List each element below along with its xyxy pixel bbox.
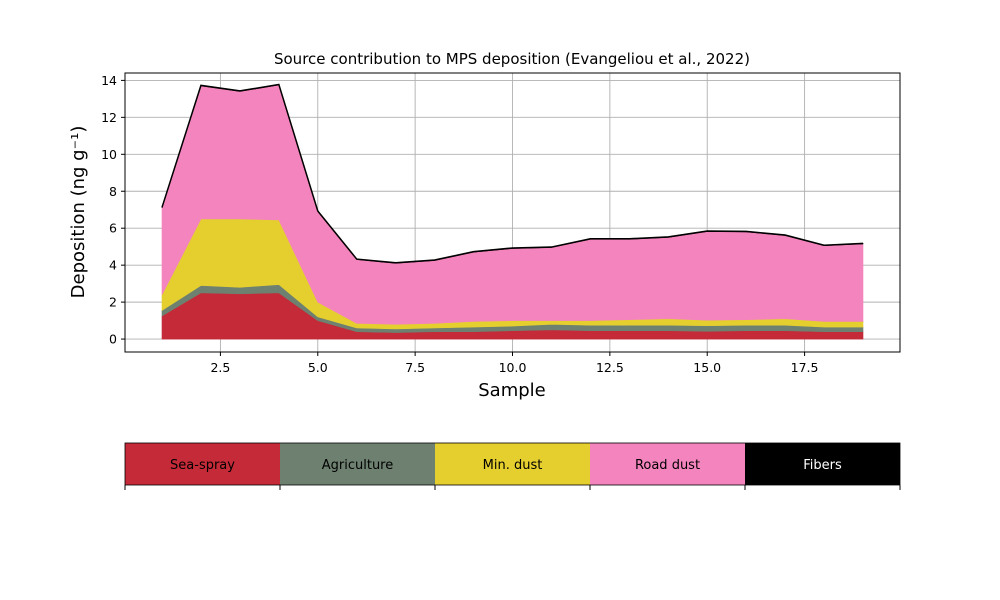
legend: Sea-spray Agriculture Min. dust Road dust Fi… [124,442,901,490]
y-tick-label: 6 [109,221,117,236]
x-tick-label: 15.0 [693,360,721,375]
y-tick-label: 8 [109,184,117,199]
y-tick-label: 14 [101,73,117,88]
x-tick-label: 17.5 [791,360,819,375]
legend-swatch-fibers [745,443,900,485]
y-tick-label: 4 [109,258,117,273]
x-tick-label: 5.0 [308,360,328,375]
y-tick-label: 12 [101,110,117,125]
chart-title: Source contribution to MPS deposition (E… [274,50,750,68]
legend-label-sea-spray: Sea-spray [170,458,235,473]
legend-label-road-dust: Road dust [635,458,700,473]
x-axis-label: Sample [478,380,546,401]
legend-label-fibers: Fibers [803,458,842,473]
x-tick-label: 2.5 [210,360,230,375]
y-tick-label: 10 [101,147,117,162]
legend-label-agriculture: Agriculture [322,458,394,473]
x-tick-label: 7.5 [405,360,425,375]
legend-swatch-sea-spray [125,443,280,485]
y-tick-label: 2 [109,295,117,310]
y-tick-label: 0 [109,332,117,347]
legend-swatch-road-dust [590,443,745,485]
x-tick-label: 10.0 [499,360,527,375]
legend-swatch-agriculture [280,443,435,485]
legend-label-min-dust: Min. dust [483,458,543,473]
stacked-areas [161,83,864,340]
legend-frame [124,442,901,486]
legend-swatch-min-dust [435,443,590,485]
y-axis-label: Deposition (ng g⁻¹) [68,126,89,299]
x-tick-label: 12.5 [596,360,624,375]
area-fibers-edge [161,83,864,264]
axes: 2.5 5.0 7.5 10.0 12.5 15.0 17.5 0 2 4 6 8 10 12 14 [101,72,901,375]
